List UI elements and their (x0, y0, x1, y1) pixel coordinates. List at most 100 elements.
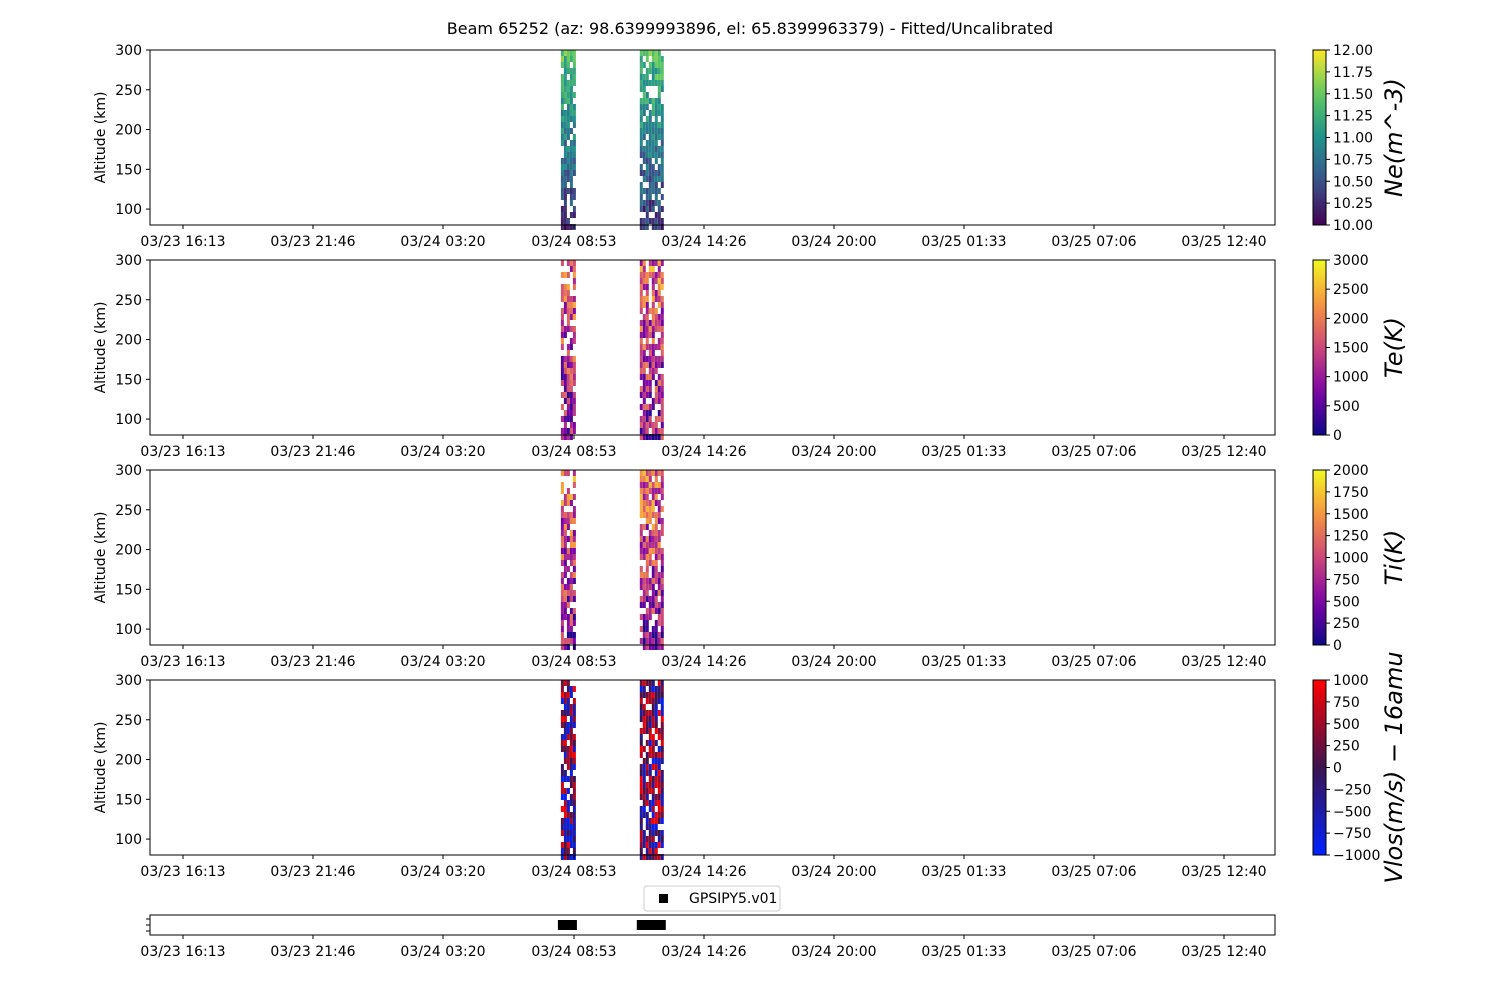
heatmap-cell (657, 302, 661, 308)
heatmap-cell (660, 296, 664, 302)
heatmap-cell (660, 494, 664, 500)
y-tick-label: 300 (115, 673, 142, 689)
heatmap-cell (560, 500, 564, 506)
heatmap-cell (569, 614, 573, 620)
heatmap-cell (563, 500, 567, 506)
heatmap-cell (639, 344, 643, 350)
heatmap-cell (642, 536, 646, 542)
heatmap-cell (651, 590, 655, 596)
heatmap-cell (660, 128, 664, 134)
heatmap-cell (569, 716, 573, 722)
heatmap-cell (651, 824, 655, 830)
heatmap-cell (639, 596, 643, 602)
heatmap-cell (639, 272, 643, 278)
heatmap-cell (642, 260, 646, 266)
heatmap-cell (660, 386, 664, 392)
heatmap-cell (566, 128, 570, 134)
heatmap-cell (660, 644, 664, 650)
heatmap-cell (654, 764, 658, 770)
colorbar-tick-label: 500 (1333, 717, 1360, 733)
heatmap-cell (648, 434, 652, 440)
heatmap-cell (563, 146, 567, 152)
heatmap-cell (639, 218, 643, 224)
heatmap-cell (642, 98, 646, 104)
heatmap-cell (651, 398, 655, 404)
heatmap-cell (560, 224, 564, 230)
heatmap-cell (572, 512, 576, 518)
heatmap-cell (563, 722, 567, 728)
heatmap-cell (648, 356, 652, 362)
heatmap-cell (645, 140, 649, 146)
colorbar-tick-label: −1000 (1333, 848, 1380, 864)
heatmap-cell (660, 488, 664, 494)
y-tick-label: 150 (115, 792, 142, 808)
heatmap-cell (639, 350, 643, 356)
heatmap-cell (563, 92, 567, 98)
heatmap-cell (566, 50, 570, 56)
heatmap-cell (648, 602, 652, 608)
heatmap-cell (648, 188, 652, 194)
heatmap-cell (657, 374, 661, 380)
heatmap-cell (657, 224, 661, 230)
heatmap-cell (639, 824, 643, 830)
x-tick-label: 03/25 07:06 (1051, 234, 1136, 250)
heatmap-cell (657, 362, 661, 368)
heatmap-cell (572, 794, 576, 800)
heatmap-cell (645, 290, 649, 296)
heatmap-cell (645, 608, 649, 614)
heatmap-cell (572, 788, 576, 794)
heatmap-cell (563, 800, 567, 806)
heatmap-cell (654, 116, 658, 122)
heatmap-cell (569, 158, 573, 164)
x-tick-label: 03/25 01:33 (921, 654, 1006, 670)
heatmap-cell (657, 644, 661, 650)
heatmap-cell (651, 530, 655, 536)
heatmap-cell (645, 476, 649, 482)
heatmap-cell (651, 746, 655, 752)
heatmap-cell (660, 404, 664, 410)
colorbar-tick-label: 1500 (1333, 341, 1369, 357)
heatmap-cell (642, 170, 646, 176)
heatmap-cell (654, 104, 658, 110)
heatmap-cell (648, 362, 652, 368)
heatmap-cell (642, 362, 646, 368)
heatmap-cell (645, 638, 649, 644)
heatmap-cell (648, 380, 652, 386)
x-tick-label: 03/24 03:20 (400, 654, 485, 670)
heatmap-cell (566, 686, 570, 692)
heatmap-cell (660, 638, 664, 644)
heatmap-cell (563, 284, 567, 290)
heatmap-cell (560, 104, 564, 110)
x-tick-label: 03/23 21:46 (270, 864, 355, 880)
heatmap-cell (569, 560, 573, 566)
heatmap-cell (642, 332, 646, 338)
heatmap-cell (651, 74, 655, 80)
heatmap-cell (645, 848, 649, 854)
heatmap-cell (648, 776, 652, 782)
heatmap-cell (642, 392, 646, 398)
heatmap-cell (569, 620, 573, 626)
heatmap-cell (642, 584, 646, 590)
heatmap-cell (572, 62, 576, 68)
heatmap-cell (651, 98, 655, 104)
heatmap-cell (566, 836, 570, 842)
colorbar-te: 0 500 1000 1500 2000 2500 3000 Te(K) (1312, 253, 1408, 444)
heatmap-cell (645, 320, 649, 326)
heatmap-cell (569, 434, 573, 440)
heatmap-cell (569, 536, 573, 542)
heatmap-cell (639, 554, 643, 560)
heatmap-cell (654, 68, 658, 74)
heatmap-cell (642, 188, 646, 194)
heatmap-cell (560, 692, 564, 698)
heatmap-cell (563, 680, 567, 686)
x-tick-label: 03/24 14:26 (661, 234, 746, 250)
heatmap-cell (642, 284, 646, 290)
heatmap-cell (657, 344, 661, 350)
heatmap-cell (651, 56, 655, 62)
heatmap-cell (563, 584, 567, 590)
heatmap-cell (657, 536, 661, 542)
heatmap-cell (572, 566, 576, 572)
heatmap-cell (639, 116, 643, 122)
heatmap-cell (572, 272, 576, 278)
heatmap-cell (572, 470, 576, 476)
